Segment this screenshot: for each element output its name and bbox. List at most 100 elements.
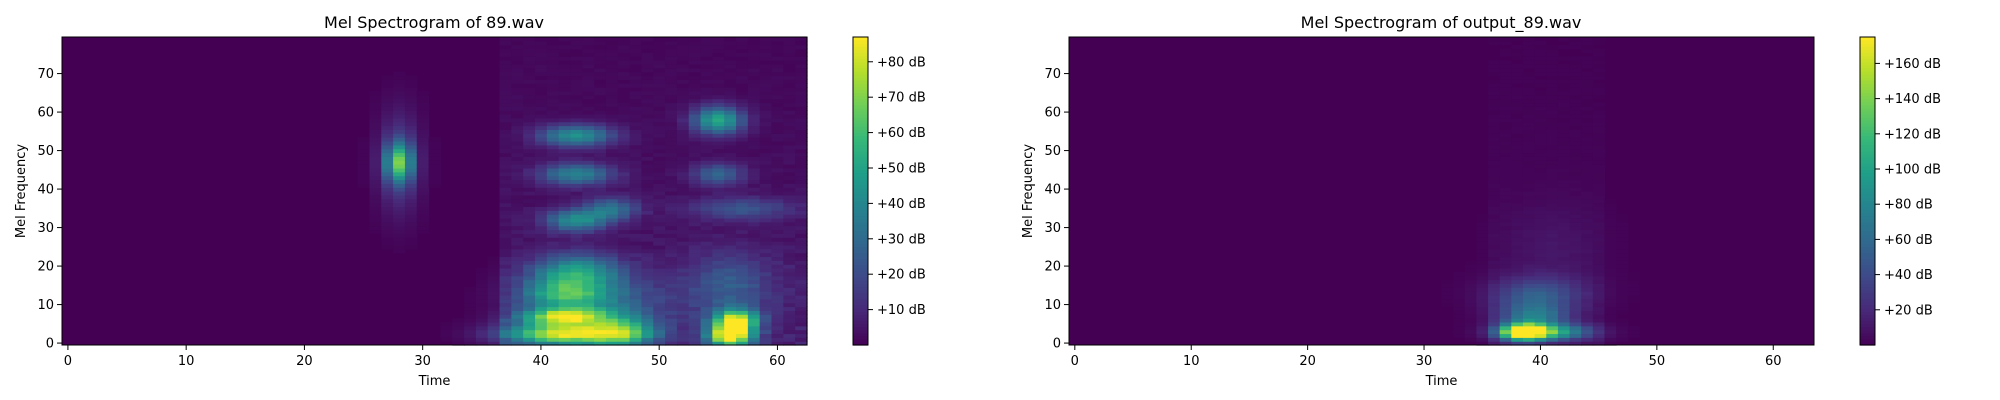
heatmap-cell: [546, 167, 560, 173]
heatmap-cell: [1476, 248, 1489, 254]
heatmap-cell: [1557, 279, 1571, 284]
heatmap-cell: [1522, 221, 1536, 227]
heatmap-cell: [558, 60, 572, 65]
heatmap-cell: [1511, 160, 1524, 165]
heatmap-cell: [1592, 225, 1606, 231]
heatmap-cell: [617, 325, 631, 331]
heatmap-cell: [570, 283, 583, 288]
heatmap-cell: [1499, 248, 1512, 254]
colorbar-segment: [853, 320, 868, 325]
heatmap-cell: [759, 37, 773, 42]
heatmap-cell: [629, 125, 643, 130]
heatmap-cell: [629, 148, 643, 154]
heatmap-cell: [464, 337, 477, 342]
heatmap-cell: [1464, 298, 1478, 304]
heatmap-cell: [783, 98, 796, 104]
heatmap-cell: [1581, 225, 1594, 231]
heatmap-cell: [1476, 287, 1489, 292]
heatmap-cell: [653, 302, 666, 308]
heatmap-cell: [1534, 206, 1547, 211]
heatmap-cell: [653, 90, 666, 96]
heatmap-cell: [712, 106, 725, 111]
heatmap-cell: [570, 37, 583, 42]
heatmap-cell: [523, 144, 536, 150]
heatmap-cell: [535, 125, 548, 130]
heatmap-cell: [546, 160, 560, 165]
heatmap-cell: [1592, 244, 1606, 250]
heatmap-cell: [535, 175, 548, 181]
heatmap-cell: [688, 198, 702, 204]
heatmap-cell: [1557, 94, 1571, 100]
heatmap-cell: [570, 106, 583, 111]
heatmap-cell: [617, 67, 631, 73]
heatmap-cell: [546, 67, 560, 73]
colorbar-segment: [853, 129, 868, 134]
heatmap-cell: [1522, 44, 1536, 50]
heatmap-cell: [665, 225, 678, 231]
heatmap-cell: [1569, 171, 1582, 177]
heatmap-cell: [736, 52, 749, 57]
heatmap-cell: [736, 306, 749, 311]
heatmap-cell: [747, 87, 761, 92]
heatmap-cell: [1511, 152, 1524, 157]
heatmap-cell: [1546, 114, 1559, 119]
heatmap-cell: [535, 187, 548, 192]
heatmap-cell: [641, 60, 654, 65]
heatmap-cell: [499, 52, 512, 57]
heatmap-cell: [605, 102, 619, 107]
colorbar-tick-label: +40 dB: [1884, 268, 1933, 283]
heatmap-cell: [747, 183, 761, 188]
heatmap-cell: [558, 221, 572, 227]
heatmap-cell: [712, 191, 725, 196]
heatmap-cell: [1488, 191, 1501, 196]
heatmap-cell: [747, 237, 761, 242]
heatmap-cell: [381, 233, 394, 238]
heatmap-cell: [688, 37, 702, 42]
heatmap-cell: [1534, 310, 1547, 315]
heatmap-cell: [523, 44, 536, 50]
heatmap-cell: [712, 233, 725, 238]
heatmap-cell: [771, 252, 784, 258]
colorbar-segment: [1860, 295, 1875, 300]
heatmap-cell: [404, 194, 418, 200]
heatmap-cell: [428, 137, 442, 142]
heatmap-cell: [1581, 321, 1594, 327]
colorbar-segment: [1860, 104, 1875, 109]
heatmap-cell: [1557, 110, 1571, 115]
heatmap-cell: [499, 56, 512, 61]
heatmap-cell: [1511, 171, 1524, 177]
heatmap-cell: [1581, 229, 1594, 234]
heatmap-cell: [558, 318, 572, 323]
heatmap-cell: [1604, 294, 1617, 300]
heatmap-cell: [404, 83, 418, 88]
heatmap-cell: [464, 298, 477, 304]
heatmap-cell: [700, 210, 713, 215]
heatmap-cell: [1511, 179, 1524, 184]
heatmap-cell: [641, 210, 654, 215]
heatmap-cell: [688, 67, 702, 73]
heatmap-cell: [1557, 63, 1571, 69]
heatmap-cell: [795, 67, 808, 73]
heatmap-cell: [641, 237, 654, 242]
colorbar-segment: [1860, 61, 1875, 66]
heatmap-cell: [1604, 202, 1617, 207]
heatmap-cell: [641, 87, 654, 92]
heatmap-cell: [464, 329, 477, 335]
heatmap-cell: [594, 87, 607, 92]
heatmap-cell: [759, 306, 773, 311]
heatmap-cell: [594, 244, 607, 250]
heatmap-cell: [582, 94, 595, 100]
heatmap-cell: [1464, 310, 1478, 315]
heatmap-cell: [1499, 210, 1512, 215]
heatmap-cell: [783, 237, 796, 242]
heatmap-cell: [712, 148, 725, 154]
heatmap-cell: [558, 148, 572, 154]
heatmap-cell: [795, 321, 808, 327]
heatmap-cell: [759, 90, 773, 96]
heatmap-cell: [1581, 271, 1594, 277]
heatmap-cell: [783, 167, 796, 173]
heatmap-cell: [393, 137, 406, 142]
heatmap-cell: [1557, 175, 1571, 181]
heatmap-cell: [712, 179, 725, 184]
heatmap-cell: [558, 191, 572, 196]
